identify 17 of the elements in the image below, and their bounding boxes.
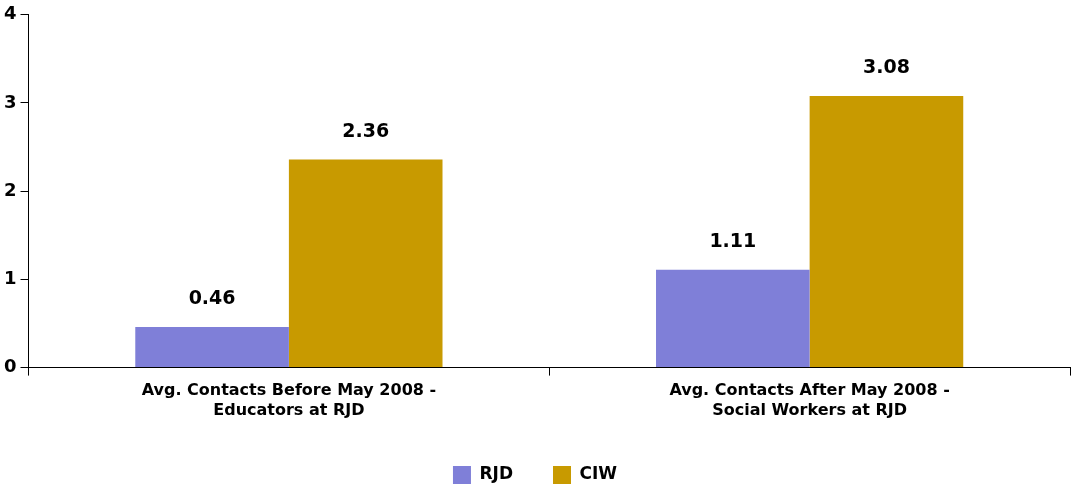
x-tick-label: Avg. Contacts Before May 2008 - Educators at RJD (141, 380, 437, 419)
y-tick-label: 1 (3, 267, 17, 289)
x-tick-label: Avg. Contacts After May 2008 - Social Workers at RJD (669, 380, 950, 419)
legend-label: RJD (479, 463, 513, 484)
data-label: 1.11 (709, 229, 757, 252)
bar (809, 95, 964, 368)
y-tick-label: 2 (3, 178, 17, 200)
data-label: 2.36 (342, 118, 390, 141)
data-label: 3.08 (862, 55, 910, 78)
bar (135, 327, 289, 368)
bar (288, 159, 443, 368)
data-label: 0.46 (188, 286, 236, 309)
y-tick-label: 3 (3, 90, 17, 112)
bar (656, 269, 810, 368)
y-tick-label: 4 (3, 2, 17, 24)
y-tick-label: 0 (3, 355, 17, 377)
legend-label: CIW (579, 463, 618, 484)
